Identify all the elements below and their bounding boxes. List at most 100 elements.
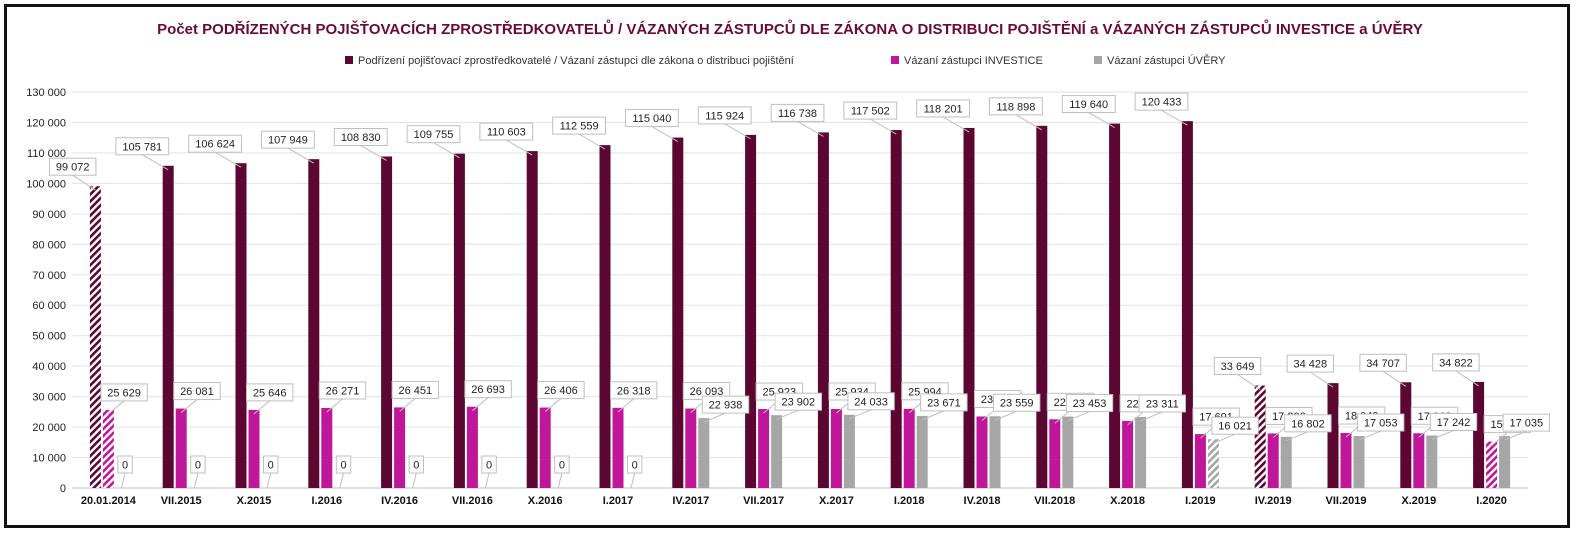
- data-label: 26 406: [544, 385, 578, 397]
- bar: [175, 408, 187, 488]
- legend-label: Podřízení pojišťovací zprostředkovatelé …: [358, 55, 794, 67]
- legend-swatch: [891, 56, 899, 64]
- data-label: 118 898: [996, 101, 1035, 113]
- label-leader: [412, 472, 417, 489]
- bar: [1122, 420, 1134, 488]
- bar: [539, 407, 551, 488]
- data-label-box: [391, 380, 440, 399]
- data-label-box: [847, 392, 895, 411]
- data-label: 109 755: [414, 129, 454, 141]
- bar: [102, 409, 114, 488]
- bar: [599, 145, 611, 488]
- x-tick-label: VII.2017: [743, 495, 784, 507]
- data-label-box: [190, 455, 206, 474]
- data-label: 112 559: [560, 121, 599, 133]
- data-label: 23 902: [781, 397, 815, 409]
- data-label: 26 271: [326, 385, 360, 397]
- label-leader: [506, 139, 533, 156]
- data-label: 105 781: [122, 141, 162, 153]
- data-labels: 99 072 25 629 0 105 781 26 081 0 106 624 25 646…: [49, 92, 1550, 489]
- data-label-box: [993, 393, 1041, 412]
- y-tick-label: 40 000: [32, 361, 66, 373]
- data-label: 23 311: [1146, 398, 1179, 410]
- x-tick-label: VII.2019: [1326, 495, 1367, 507]
- data-label: 26 081: [180, 386, 214, 398]
- data-label-box: [697, 106, 752, 125]
- data-label-box: [246, 383, 294, 402]
- y-tick-label: 60 000: [32, 300, 66, 312]
- bar: [1135, 416, 1147, 488]
- data-label: 16 802: [1291, 418, 1325, 430]
- bar: [963, 127, 975, 489]
- x-tick-label: I.2019: [1185, 495, 1216, 507]
- data-label: 99 072: [56, 162, 90, 174]
- x-tick-label: VII.2016: [452, 495, 493, 507]
- bar: [1267, 433, 1279, 488]
- label-leader: [703, 412, 726, 423]
- chart-frame: Počet PODŘÍZENÝCH POJIŠŤOVACÍCH ZPROSTŘE…: [4, 4, 1570, 528]
- x-tick-label: I.2020: [1476, 495, 1507, 507]
- data-label-box: [173, 382, 221, 401]
- label-leader: [399, 398, 416, 412]
- label-leader: [142, 154, 169, 171]
- label-leader: [1504, 430, 1527, 441]
- label-leader: [287, 147, 315, 164]
- data-label-box: [117, 455, 133, 474]
- label-leader: [994, 410, 1017, 421]
- data-label-box: [1138, 394, 1186, 413]
- bar: [612, 407, 624, 488]
- data-label-box: [701, 395, 750, 414]
- bar: [843, 414, 855, 488]
- data-label-box: [115, 137, 170, 156]
- data-label: 34 822: [1439, 357, 1473, 369]
- data-label: 26 093: [690, 386, 724, 398]
- label-leader: [1382, 370, 1407, 387]
- x-tick-label: X.2015: [237, 495, 272, 507]
- x-tick-label: I.2017: [603, 495, 634, 507]
- legend-swatch: [345, 56, 353, 64]
- x-tick-label: IV.2016: [381, 495, 418, 507]
- x-tick-label: IV.2017: [672, 495, 709, 507]
- label-leader: [797, 120, 824, 137]
- data-label-box: [49, 157, 97, 176]
- data-label: 117 502: [851, 106, 890, 118]
- y-tick-label: 80 000: [32, 239, 66, 251]
- bar: [394, 407, 406, 488]
- data-label: 118 201: [924, 103, 963, 115]
- data-label: 23 453: [1073, 398, 1107, 410]
- data-label-box: [1284, 414, 1332, 433]
- bar: [989, 416, 1001, 488]
- data-label: 26 318: [617, 385, 651, 397]
- bar: [1194, 434, 1206, 488]
- data-label: 0: [122, 460, 128, 472]
- data-label-box: [1213, 356, 1262, 375]
- chart-title: Počet PODŘÍZENÝCH POJIŠŤOVACÍCH ZPROSTŘE…: [157, 21, 1423, 38]
- data-label-box: [610, 381, 658, 400]
- legend-swatch: [1094, 56, 1102, 64]
- bar: [916, 415, 928, 488]
- legend: Podřízení pojišťovací zprostředkovatelé …: [345, 54, 1226, 67]
- y-tick-label: 0: [60, 483, 66, 495]
- label-leader: [1455, 370, 1479, 387]
- x-tick-label: IV.2018: [964, 495, 1001, 507]
- bar: [698, 418, 710, 488]
- bar: [308, 159, 320, 488]
- data-label: 23 671: [927, 397, 961, 409]
- bar: [1400, 382, 1412, 488]
- data-label: 0: [559, 460, 565, 472]
- data-label: 23 559: [1000, 398, 1034, 410]
- legend-label: Vázaní zástupci INVESTICE: [904, 55, 1043, 67]
- x-tick-label: VII.2015: [161, 495, 202, 507]
- data-label: 25 629: [107, 387, 141, 399]
- bar: [1062, 416, 1074, 488]
- label-leader: [630, 472, 636, 489]
- data-label-box: [1286, 354, 1334, 373]
- data-label-box: [1065, 394, 1114, 413]
- label-leader: [253, 400, 271, 415]
- label-leader: [578, 133, 606, 150]
- data-label-box: [916, 99, 971, 118]
- bar: [1473, 381, 1485, 488]
- data-label-box: [333, 127, 388, 146]
- y-tick-label: 120 000: [26, 117, 66, 129]
- data-label-box: [1502, 413, 1550, 432]
